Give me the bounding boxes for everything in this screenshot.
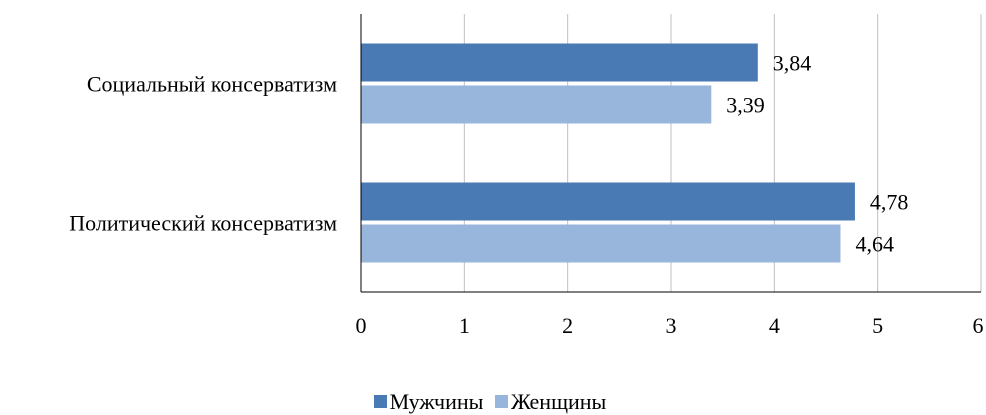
legend-swatch-men <box>373 395 387 408</box>
category-label-1: Политический консерватизм <box>69 211 337 236</box>
x-tick-label-6: 6 <box>973 313 984 338</box>
bars <box>361 43 855 263</box>
bar-men-1 <box>361 182 855 221</box>
data-label-men-0: 3,84 <box>773 51 812 76</box>
axes <box>360 14 981 293</box>
labels: 3,84 3,39 Социальный консерватизм 4,78 4,64 П… <box>69 51 983 339</box>
data-label-women-0: 3,39 <box>726 93 765 118</box>
bar-women-0 <box>361 85 712 124</box>
legend-label-men: Мужчины <box>389 388 484 414</box>
x-tick-label-0: 0 <box>356 313 367 338</box>
x-tick-label-5: 5 <box>872 313 883 338</box>
legend-swatch-women <box>494 395 508 408</box>
x-tick-label-1: 1 <box>459 313 470 338</box>
data-label-women-1: 4,64 <box>855 232 894 257</box>
legend: Мужчины Женщины <box>0 388 986 415</box>
data-label-men-1: 4,78 <box>870 190 909 215</box>
x-tick-label-4: 4 <box>769 313 780 338</box>
legend-item-men: Мужчины <box>373 388 484 415</box>
legend-item-women: Женщины <box>494 388 607 415</box>
x-tick-label-2: 2 <box>562 313 573 338</box>
bar-women-1 <box>361 224 841 263</box>
legend-label-women: Женщины <box>510 388 607 414</box>
bar-men-0 <box>361 43 758 82</box>
x-tick-label-3: 3 <box>666 313 677 338</box>
category-label-0: Социальный консерватизм <box>87 72 337 97</box>
